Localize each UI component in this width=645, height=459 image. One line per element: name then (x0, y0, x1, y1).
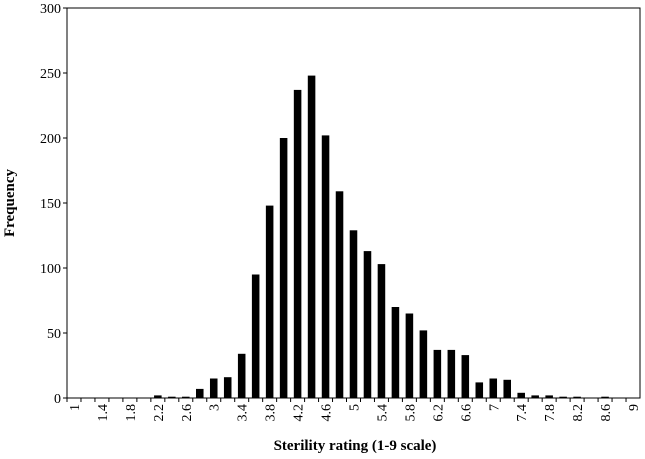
bar (363, 251, 372, 398)
bar (265, 205, 274, 398)
bar (559, 396, 567, 398)
bar (168, 396, 176, 398)
bar (489, 378, 498, 398)
x-tick-label: 3.4 (236, 404, 251, 422)
x-tick-label: 2.2 (152, 404, 167, 422)
x-tick-label: 1.4 (96, 404, 111, 422)
y-tick-label: 200 (40, 132, 61, 147)
x-tick-label: 7 (487, 404, 502, 411)
bar (321, 135, 330, 398)
bar (447, 349, 456, 398)
x-tick-label: 5.4 (375, 404, 390, 422)
x-tick-label: 7.4 (515, 404, 530, 422)
bar (531, 395, 539, 398)
x-tick-label: 5 (348, 404, 363, 411)
bar (461, 355, 470, 398)
y-tick-label: 100 (40, 262, 61, 277)
x-tick-label: 4.6 (320, 404, 335, 422)
bar (154, 395, 162, 398)
y-tick-label: 50 (47, 327, 61, 342)
y-tick-label: 0 (54, 392, 61, 407)
bar (237, 353, 246, 398)
x-tick-label: 6.2 (431, 404, 446, 422)
x-tick-label: 1 (68, 404, 83, 411)
x-tick-label: 6.6 (459, 404, 474, 422)
bar (475, 382, 484, 398)
bar (573, 396, 581, 398)
bar (349, 230, 358, 398)
x-tick-label: 2.6 (180, 404, 195, 422)
x-tick-label: 5.8 (403, 404, 418, 422)
bar (377, 264, 386, 398)
bar (195, 388, 204, 398)
bar (209, 378, 218, 398)
x-tick-label: 3 (208, 404, 223, 411)
bar (182, 396, 190, 398)
bar (223, 377, 232, 398)
bar (279, 138, 288, 398)
bar (601, 396, 609, 398)
x-tick-label: 8.6 (599, 404, 614, 422)
bar (517, 392, 525, 398)
x-tick-label: 1.8 (124, 404, 139, 422)
bar (405, 313, 414, 398)
x-tick-label: 9 (627, 404, 642, 411)
bar (503, 379, 512, 398)
bar (307, 75, 316, 398)
y-tick-label: 300 (40, 2, 61, 17)
x-tick-label: 7.8 (543, 404, 558, 422)
bar (545, 395, 553, 398)
x-tick-label: 8.2 (571, 404, 586, 422)
bar (391, 307, 400, 398)
x-tick-label: 3.8 (264, 404, 279, 422)
x-axis-title: Sterility rating (1-9 scale) (274, 438, 437, 454)
bar (335, 191, 344, 398)
bar (433, 349, 442, 398)
bar (293, 89, 302, 399)
y-tick-label: 250 (40, 67, 61, 82)
y-axis-title: Frequency (2, 168, 18, 237)
x-tick-label: 4.2 (292, 404, 307, 422)
y-tick-label: 150 (40, 197, 61, 212)
bar (251, 274, 260, 398)
bar (419, 330, 428, 398)
